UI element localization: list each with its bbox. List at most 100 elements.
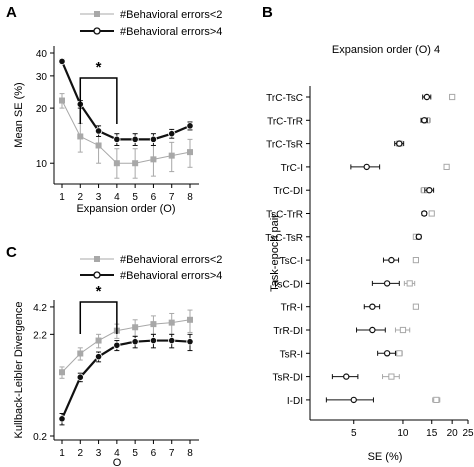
panel-a-legend-label-high-errors: #Behavioral errors>4 [120,26,222,38]
category-label: I-DI [287,396,303,407]
data-point [406,280,413,287]
panel-b-title: Expansion order (O) 4 [332,44,440,56]
data-point [131,338,139,346]
panel-b-chart: Expansion order (O) 4 TrC-TsC TrC-TrR TrC-… [265,44,474,463]
series-line [61,100,191,164]
data-point [113,160,120,167]
y-tick-label: 40 [36,49,48,60]
data-point [415,233,422,240]
data-point [59,97,65,104]
data-point [186,338,194,346]
data-point [131,135,139,143]
data-point [59,369,65,376]
data-point [423,93,431,101]
data-point [383,350,391,357]
data-point [421,117,428,124]
panel-b-x-axis-label: SE (%) [368,451,403,463]
category-label: TsC-TsR [265,233,303,244]
x-tick-label: 2 [78,192,84,203]
data-point [95,142,102,149]
data-point [132,324,139,331]
y-tick-label: 20 [36,104,48,115]
x-tick-label: 5 [132,192,138,203]
data-point [94,353,103,361]
x-tick-label: 10 [397,428,409,439]
panel-c-x-axis-label: O [113,457,122,467]
panel-a-significance-bracket: * [79,59,118,124]
y-tick-label: 4.2 [33,303,47,314]
panel-a-significance-star: * [96,59,102,76]
x-tick-label: 1 [59,448,65,459]
category-label: TrR-I [281,303,303,314]
x-tick-label: 4 [114,448,120,459]
x-tick-label: 25 [462,428,474,439]
y-tick-label: 0.2 [33,432,47,443]
data-point [428,210,435,217]
data-point [388,256,395,264]
data-point [412,257,419,264]
data-point [396,350,403,357]
x-tick-label: 6 [151,448,157,459]
data-point [95,337,102,344]
x-tick-label: 7 [169,448,175,459]
data-point [350,396,357,404]
data-point [369,303,376,310]
x-tick-label: 6 [151,192,157,203]
data-point [186,122,194,130]
panel-a-legend: #Behavioral errors<2 #Behavioral errors>… [80,9,222,38]
category-label: TrC-I [281,163,303,174]
x-tick-label: 8 [187,192,193,203]
data-point [58,57,66,65]
panel-a-legend-label-low-errors: #Behavioral errors<2 [120,9,222,21]
data-point [113,135,121,143]
legend-marker-high-errors [93,271,101,279]
data-point [168,130,176,138]
panel-b-y-axis-label: Task-epoch pair [269,214,281,292]
data-point [168,319,175,326]
category-label: TsC-I [280,256,303,267]
panel-a-x-axis-label: Expansion order (O) [76,203,175,215]
data-point [187,149,193,156]
x-tick-label: 8 [187,448,193,459]
data-point [369,326,376,334]
category-label: TrC-TrR [267,116,303,127]
data-point [443,163,450,171]
data-point [363,163,370,171]
category-label: TrC-TsR [266,140,303,151]
panel-c-chart: #Behavioral errors<2 #Behavioral errors>… [13,254,222,467]
category-label: TsC-DI [272,279,303,290]
data-point [58,415,66,423]
data-point [150,321,157,328]
data-point [433,396,440,403]
data-point [113,341,121,349]
data-point [396,140,403,147]
data-point [426,186,433,194]
x-tick-label: 20 [447,428,459,439]
x-tick-label: 5 [351,428,357,439]
x-tick-label: 3 [96,448,102,459]
data-point [399,326,407,334]
data-point [343,373,350,380]
y-tick-label: 10 [36,159,48,170]
x-tick-label: 4 [114,192,120,203]
series-line [61,319,191,373]
panel-c-legend-label-low-errors: #Behavioral errors<2 [120,254,222,266]
x-tick-label: 7 [169,192,175,203]
data-point [168,336,176,345]
x-tick-label: 2 [78,448,84,459]
data-point [388,373,395,380]
panel-c-y-axis-label: Kullback-Leibler Divergence [13,302,25,439]
x-tick-label: 1 [59,192,65,203]
panel-c-legend: #Behavioral errors<2 #Behavioral errors>… [80,254,222,282]
data-point [187,316,193,323]
data-point [94,127,103,135]
panel-label-c: C [6,244,17,261]
panel-label-b: B [262,4,273,21]
data-point [150,156,157,163]
data-point [168,152,175,159]
data-point [421,210,428,217]
category-label: TrC-DI [273,186,303,197]
legend-marker-low-errors [94,256,100,262]
category-label: TsC-TrR [266,210,303,221]
